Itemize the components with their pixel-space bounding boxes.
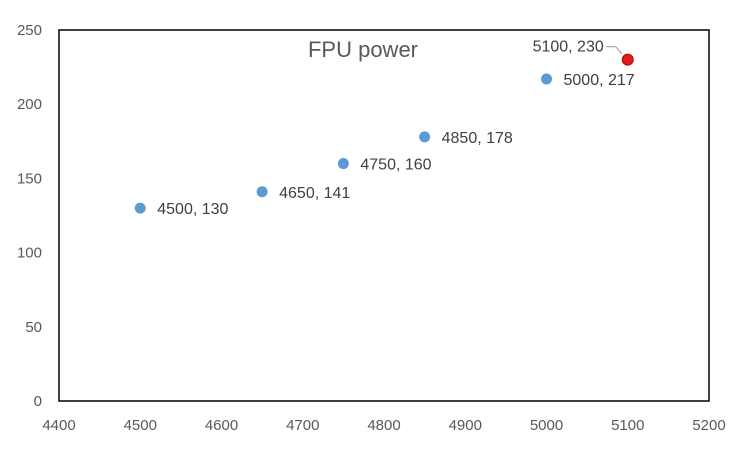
plot-area-border	[58, 29, 710, 402]
y-tick-label: 0	[34, 393, 42, 410]
y-tick-label: 200	[17, 96, 42, 113]
data-label: 4850, 178	[442, 130, 513, 147]
data-label: 5100, 230	[533, 39, 604, 56]
highlighted-data-point	[621, 53, 634, 66]
x-tick-label: 4500	[124, 417, 157, 434]
data-point	[256, 186, 268, 198]
y-tick-label: 50	[25, 319, 42, 336]
y-tick-label: 250	[17, 22, 42, 39]
data-points	[134, 53, 634, 214]
data-label: 5000, 217	[564, 72, 635, 89]
x-tick-label: 5200	[692, 417, 725, 434]
y-tick-label: 100	[17, 245, 42, 262]
data-label-leader-line	[605, 46, 623, 55]
x-tick-label: 4900	[449, 417, 482, 434]
data-point	[419, 131, 431, 143]
data-point	[541, 73, 552, 85]
data-point	[337, 158, 349, 170]
x-axis-tick-labels: 4400 4500 4600 4700 4800 4900 5000 5100 5200	[42, 417, 725, 434]
data-label: 4500, 130	[157, 201, 228, 218]
y-tick-label: 150	[17, 170, 42, 187]
x-tick-label: 4700	[286, 417, 319, 434]
chart-title: FPU power	[308, 37, 418, 62]
x-tick-label: 5100	[611, 417, 644, 434]
data-label: 4750, 160	[360, 157, 431, 174]
x-tick-label: 4400	[42, 417, 75, 434]
data-labels: 4500, 130 4650, 141 4750, 160 4850, 178 5000…	[157, 39, 635, 218]
data-point	[134, 202, 146, 214]
x-tick-label: 4600	[205, 417, 238, 434]
x-tick-label: 4800	[367, 417, 400, 434]
y-axis-tick-labels: 0 50 100 150 200 250	[17, 22, 42, 410]
x-tick-label: 5000	[530, 417, 563, 434]
data-label: 4650, 141	[279, 185, 350, 202]
